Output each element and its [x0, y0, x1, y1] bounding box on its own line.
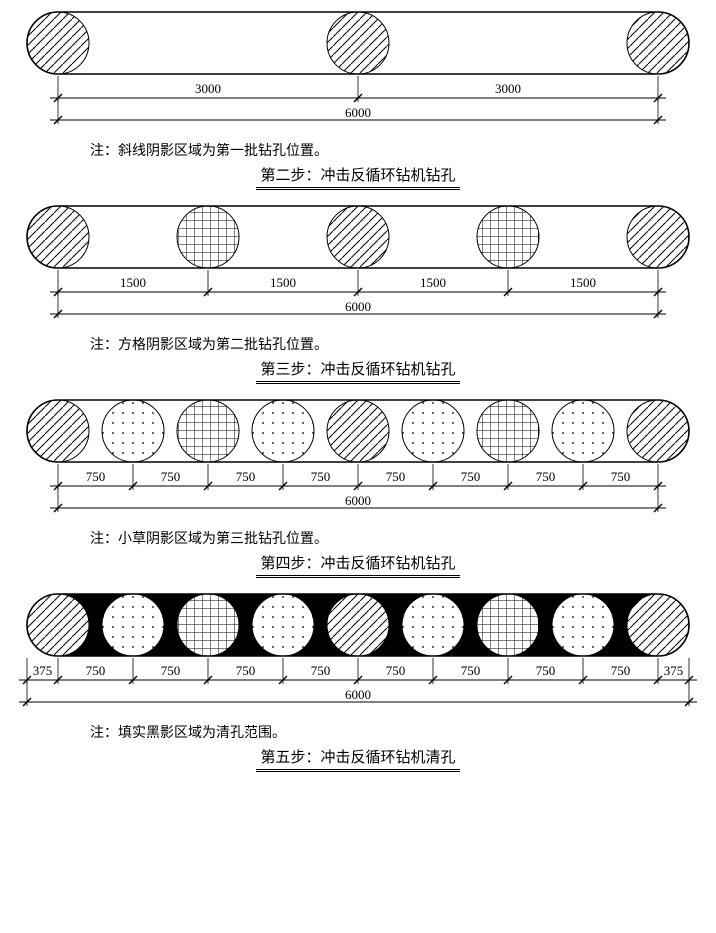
svg-text:750: 750	[311, 469, 331, 484]
svg-text:750: 750	[611, 663, 631, 678]
svg-text:1500: 1500	[420, 275, 446, 290]
diagram-panel: 1500 1500 1500 1500 6000 注：方格阴影区域为第二批钻孔位置。第三步…	[18, 204, 698, 384]
svg-text:1500: 1500	[570, 275, 596, 290]
step-title: 第三步：冲击反循环钻机钻孔	[18, 358, 698, 384]
svg-text:1500: 1500	[120, 275, 146, 290]
svg-text:750: 750	[161, 663, 181, 678]
dimensions: 375 750 750 750 750 750 750 750 750 375 6000	[19, 658, 697, 706]
circles	[27, 400, 689, 462]
svg-text:1500: 1500	[270, 275, 296, 290]
svg-text:750: 750	[536, 663, 556, 678]
svg-text:750: 750	[311, 663, 331, 678]
circles	[27, 594, 689, 656]
svg-text:750: 750	[461, 663, 481, 678]
dimensions: 1500 1500 1500 1500 6000	[50, 270, 666, 318]
diagram-panel: 3000 3000 6000 注：斜线阴影区域为第一批钻孔位置。第二步：冲击反循环钻机…	[18, 10, 698, 190]
diagram-svg: 3000 3000 6000	[18, 10, 698, 138]
svg-text:750: 750	[161, 469, 181, 484]
dimensions: 3000 3000 6000	[50, 76, 666, 124]
svg-text:750: 750	[611, 469, 631, 484]
circles	[27, 206, 689, 268]
svg-text:750: 750	[86, 663, 106, 678]
svg-text:375: 375	[33, 663, 53, 678]
note-text: 注：方格阴影区域为第二批钻孔位置。	[18, 332, 698, 356]
svg-text:750: 750	[461, 469, 481, 484]
circles	[27, 12, 689, 74]
svg-text:750: 750	[236, 663, 256, 678]
svg-text:3000: 3000	[195, 81, 221, 96]
note-text: 注：填实黑影区域为清孔范围。	[18, 720, 698, 744]
diagram-svg: 1500 1500 1500 1500 6000	[18, 204, 698, 332]
svg-text:6000: 6000	[345, 493, 371, 508]
svg-text:750: 750	[536, 469, 556, 484]
step-title: 第四步：冲击反循环钻机钻孔	[18, 552, 698, 578]
svg-text:750: 750	[386, 469, 406, 484]
svg-text:6000: 6000	[345, 105, 371, 120]
svg-text:3000: 3000	[495, 81, 521, 96]
svg-text:6000: 6000	[345, 299, 371, 314]
svg-text:6000: 6000	[345, 687, 371, 702]
svg-text:750: 750	[386, 663, 406, 678]
diagram-panel: 375 750 750 750 750 750 750 750 750 375 6000 注：填实黑影…	[18, 592, 698, 772]
step-title: 第五步：冲击反循环钻机清孔	[18, 746, 698, 772]
svg-text:750: 750	[236, 469, 256, 484]
diagram-panel: 750 750 750 750 750 750 750 750 6000 注：小草阴影区域为第三批…	[18, 398, 698, 578]
step-title: 第二步：冲击反循环钻机钻孔	[18, 164, 698, 190]
diagram-svg: 375 750 750 750 750 750 750 750 750 375 6000	[18, 592, 698, 720]
diagram-svg: 750 750 750 750 750 750 750 750 6000	[18, 398, 698, 526]
svg-text:750: 750	[86, 469, 106, 484]
note-text: 注：小草阴影区域为第三批钻孔位置。	[18, 526, 698, 550]
note-text: 注：斜线阴影区域为第一批钻孔位置。	[18, 138, 698, 162]
svg-text:375: 375	[664, 663, 684, 678]
dimensions: 750 750 750 750 750 750 750 750 6000	[50, 464, 666, 512]
